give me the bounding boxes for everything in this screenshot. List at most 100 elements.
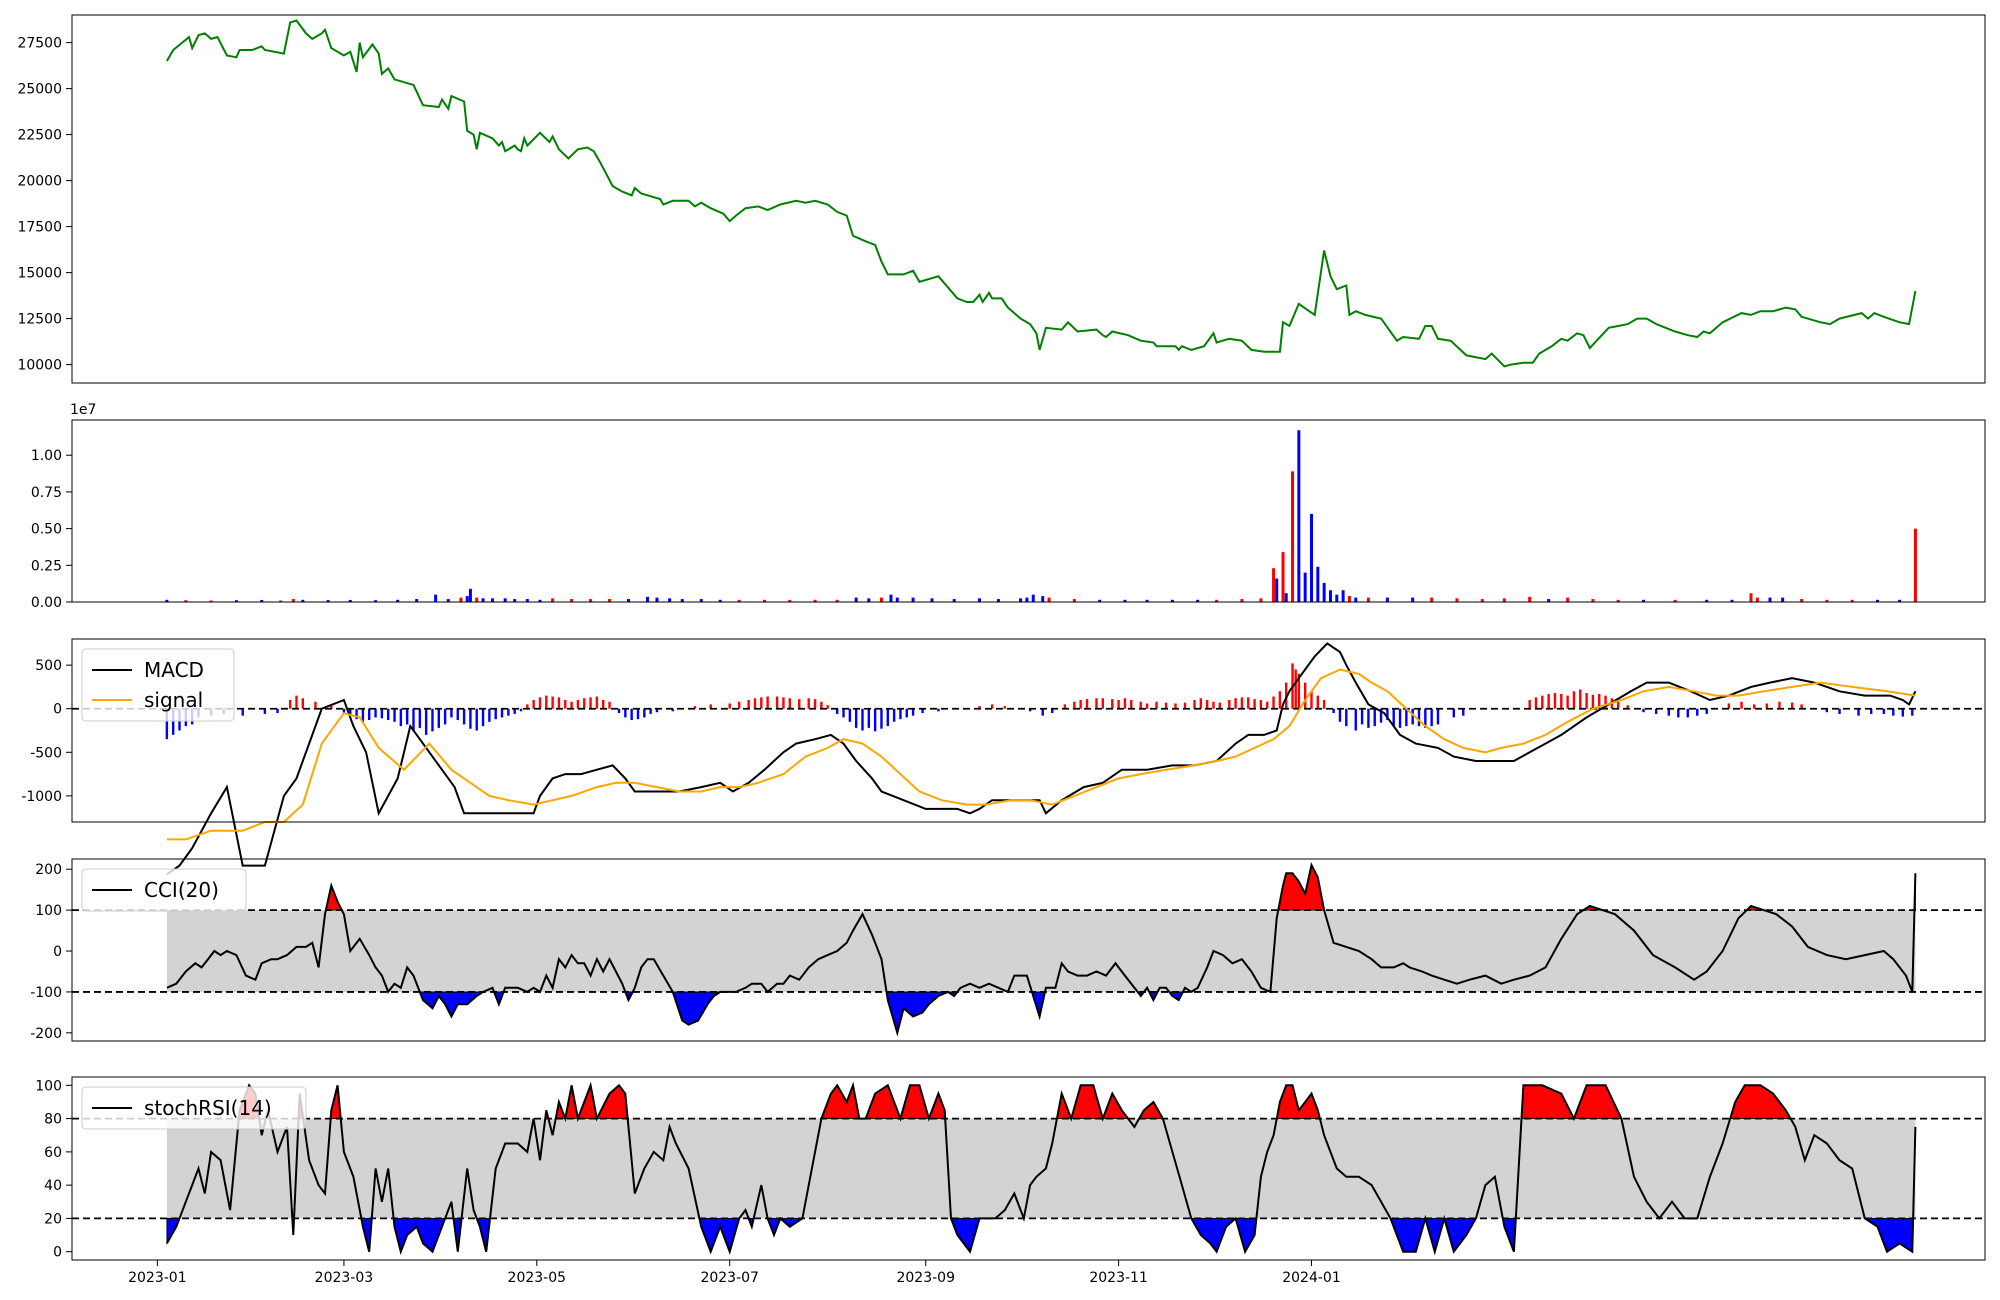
macd-ytick-label: 0	[53, 702, 62, 718]
macd-histogram-bar	[1278, 691, 1282, 709]
x-tick-label: 2024-01	[1282, 1270, 1341, 1286]
stochrsi-overbought-fill	[1276, 1084, 1321, 1119]
macd-histogram-bar	[1560, 693, 1563, 709]
macd-histogram-bar	[1354, 708, 1357, 731]
macd-histogram-bar	[1386, 708, 1389, 721]
volume-bar	[1322, 582, 1326, 602]
macd-histogram-bar	[1322, 700, 1326, 709]
macd-histogram-bar	[1145, 703, 1149, 709]
macd-histogram-bar	[1345, 708, 1348, 727]
macd-histogram-bar	[753, 698, 757, 709]
volume-bar	[645, 596, 649, 602]
macd-histogram-bar	[873, 708, 877, 732]
volume-bar	[608, 599, 612, 602]
volume-bar	[1547, 599, 1551, 602]
macd-histogram-bar	[443, 708, 447, 725]
macd-histogram-bar	[1740, 701, 1743, 709]
x-tick-label: 2023-05	[508, 1270, 567, 1286]
volume-bar	[1566, 597, 1570, 602]
macd-ytick-label: 500	[35, 658, 62, 674]
macd-histogram-bar	[921, 708, 924, 714]
macd-histogram-bar	[450, 708, 453, 718]
volume-bar	[1341, 590, 1345, 602]
volume-bar	[1528, 596, 1532, 602]
macd-histogram-bar	[1892, 708, 1895, 716]
macd-histogram-bar	[405, 708, 409, 725]
macd-histogram-bar	[374, 708, 377, 718]
macd-histogram-bar	[1547, 693, 1550, 709]
macd-histogram-bar	[1051, 708, 1054, 714]
macd-histogram-bar	[655, 708, 659, 713]
macd-histogram-bar	[1752, 704, 1756, 709]
volume-bar	[1502, 598, 1506, 602]
stochrsi-14-line	[166, 1081, 1917, 1256]
macd-histogram-bar	[1424, 708, 1427, 728]
macd-histogram-bar	[1199, 698, 1203, 709]
macd-histogram-bar	[899, 708, 902, 720]
volume-bar	[260, 599, 264, 602]
volume-bar	[446, 599, 450, 602]
x-tick-label: 2023-11	[1089, 1270, 1148, 1286]
macd-histogram-bar	[630, 708, 633, 721]
volume-bar	[1480, 599, 1484, 602]
macd-histogram-bar	[1266, 701, 1269, 709]
macd-histogram-bar	[1528, 700, 1531, 709]
volume-bar	[835, 599, 839, 602]
volume-bar	[1303, 572, 1307, 602]
macd-histogram-bar	[1111, 699, 1114, 709]
cci-ytick-label: -200	[30, 1026, 62, 1042]
volume-bar	[475, 597, 479, 602]
macd-histogram-bar	[671, 708, 674, 712]
macd-histogram-bar	[589, 697, 592, 709]
macd-histogram-bar	[314, 701, 317, 709]
legend-label: CCI(20)	[144, 878, 219, 902]
volume-bar	[1898, 599, 1902, 602]
macd-histogram-bar	[1534, 697, 1538, 709]
macd-histogram-bar	[1598, 693, 1601, 709]
macd-histogram-bar	[636, 708, 640, 720]
volume-bar	[655, 597, 659, 602]
volume-axes-frame	[71, 419, 1986, 603]
macd-histogram-bar	[1303, 682, 1307, 709]
volume-bar	[895, 597, 899, 602]
macd-histogram-bar	[171, 708, 175, 735]
volume-panel: 0.00 0.25 0.50 0.75 1.00 1e7	[31, 402, 1986, 611]
macd-histogram-bar	[1259, 700, 1263, 709]
macd-histogram-bar	[1117, 700, 1120, 709]
macd-histogram-bar	[412, 708, 415, 732]
macd-histogram-bar	[488, 708, 491, 722]
stochrsi-ytick-label: 60	[44, 1145, 62, 1161]
macd-histogram-bar	[1705, 708, 1708, 714]
stochrsi-band	[166, 1118, 1916, 1219]
volume-bar	[1072, 599, 1076, 602]
macd-histogram-bar	[1626, 705, 1629, 709]
macd-histogram-bar	[886, 708, 889, 727]
volume-bar	[1366, 597, 1370, 602]
volume-bar	[396, 599, 400, 602]
macd-histogram-bar	[1686, 708, 1689, 718]
macd-histogram-bar	[1253, 699, 1256, 709]
macd-histogram-bar	[1585, 693, 1588, 709]
volume-ytick-label: 0.25	[31, 558, 62, 574]
macd-axes-frame	[71, 638, 1986, 823]
macd-histogram-bar	[469, 708, 472, 729]
volume-bar	[627, 599, 631, 602]
macd-line	[166, 642, 1917, 876]
volume-bar	[1591, 599, 1595, 602]
macd-histogram-bar	[418, 708, 422, 728]
volume-bar	[1196, 599, 1200, 602]
macd-histogram-bar	[1338, 708, 1342, 722]
macd-histogram-bar	[456, 708, 459, 721]
macd-histogram-bar	[880, 708, 883, 729]
volume-bar	[279, 600, 283, 602]
volume-bar	[1047, 597, 1051, 602]
cci-axes-frame	[71, 858, 1986, 1042]
macd-ytick-label: -500	[30, 745, 62, 761]
volume-bar	[1455, 598, 1459, 602]
macd-histogram-bar	[624, 708, 627, 718]
macd-histogram-bar	[1174, 703, 1177, 709]
macd-histogram-bar	[399, 708, 403, 727]
macd-histogram-bar	[475, 708, 478, 731]
macd-histogram-bar	[1183, 702, 1187, 709]
volume-bar	[1215, 599, 1219, 602]
